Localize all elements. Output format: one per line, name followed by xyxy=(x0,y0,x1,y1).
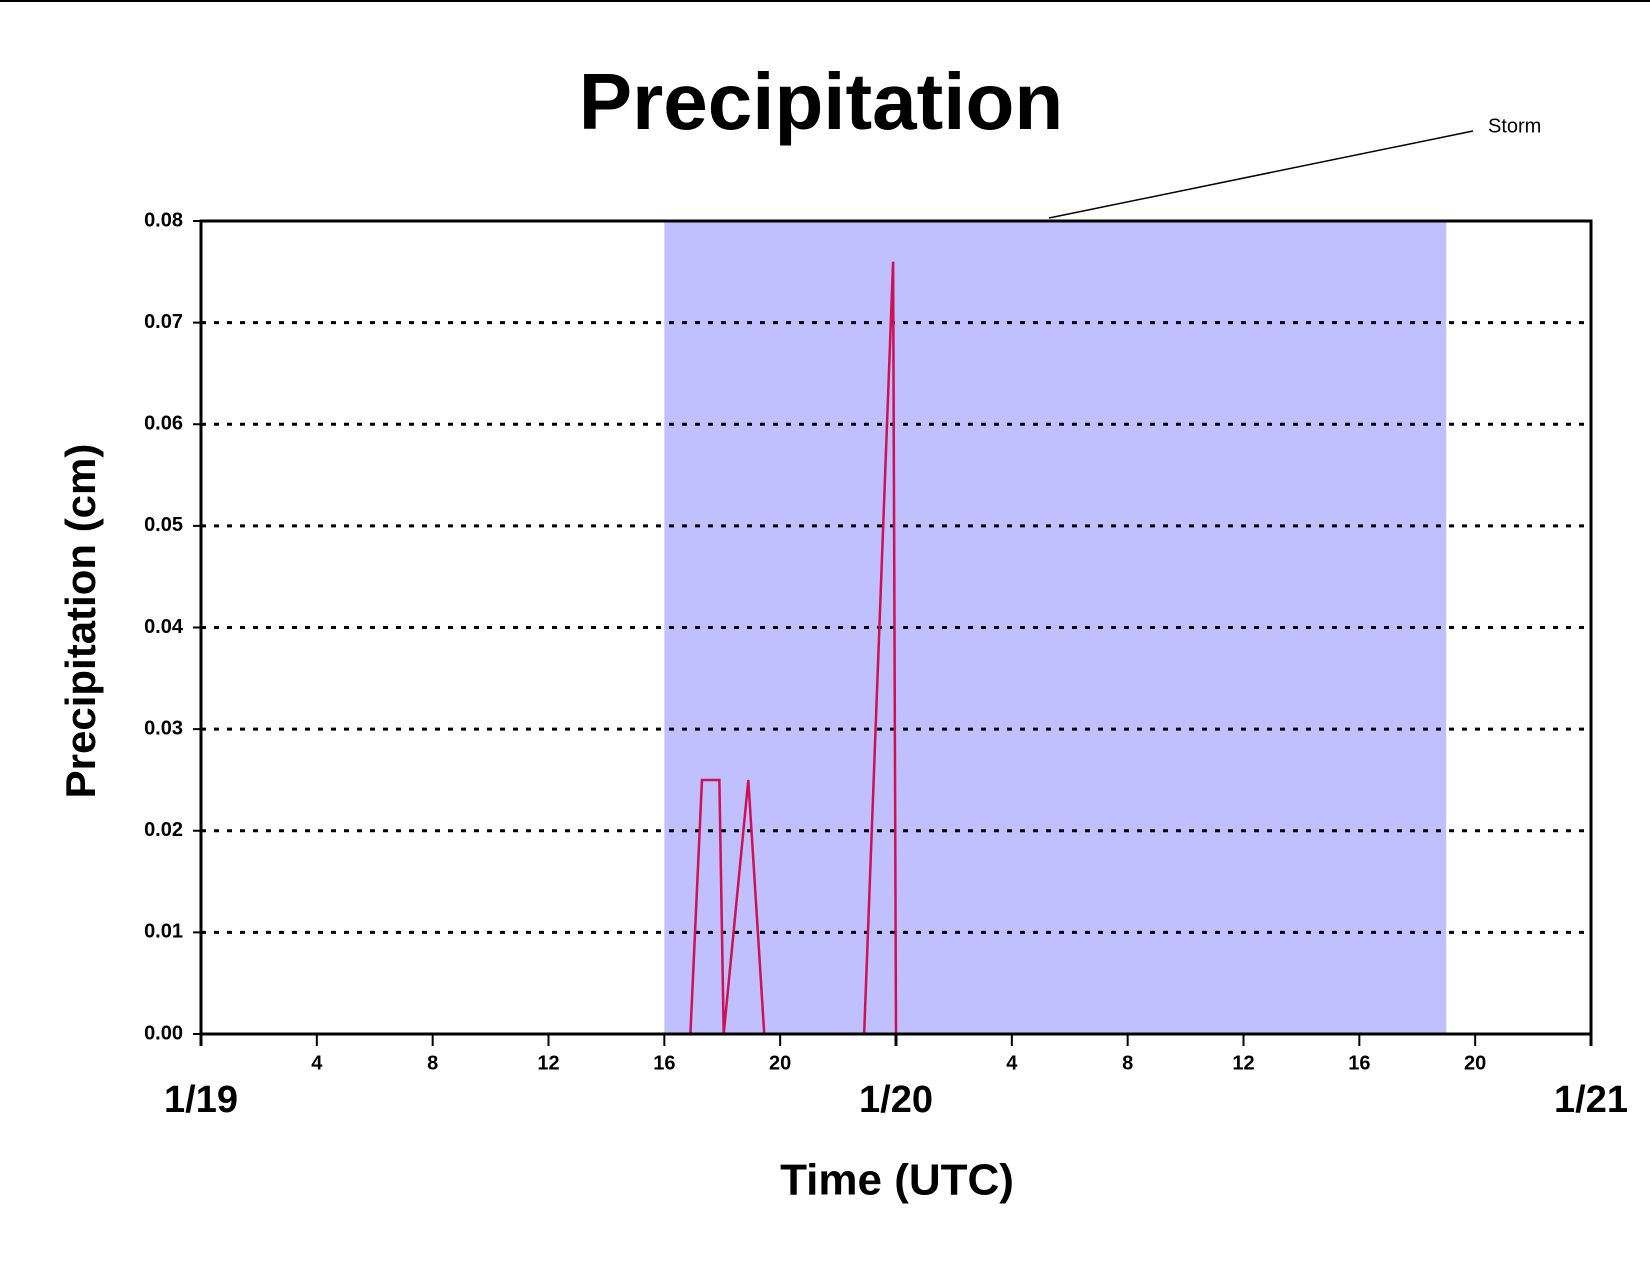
x-tick-label: 20 xyxy=(1464,1052,1486,1074)
x-tick-label: 16 xyxy=(1348,1052,1370,1074)
y-tick-label: 0.05 xyxy=(144,514,183,536)
x-tick-label: 8 xyxy=(1122,1052,1133,1074)
x-tick-label: 20 xyxy=(769,1052,791,1074)
y-tick-label: 0.03 xyxy=(144,717,183,739)
x-major-tick-label: 1/19 xyxy=(164,1079,238,1121)
storm-region xyxy=(664,221,1447,1034)
annotation-label: Storm xyxy=(1488,115,1541,137)
x-axis-title: Time (UTC) xyxy=(780,1156,1014,1205)
y-tick-label: 0.08 xyxy=(144,209,183,231)
y-axis-title: Precipitation (cm) xyxy=(57,444,104,799)
y-tick-label: 0.06 xyxy=(144,413,183,435)
y-tick-label: 0.01 xyxy=(144,921,183,943)
x-major-tick-label: 1/20 xyxy=(859,1079,933,1121)
x-tick-label: 12 xyxy=(537,1052,559,1074)
plot-frame xyxy=(199,219,1593,1036)
x-tick-label: 4 xyxy=(1006,1052,1018,1074)
precip-line xyxy=(201,261,1591,1036)
y-tick-label: 0.07 xyxy=(144,311,183,333)
x-tick-label: 8 xyxy=(427,1052,438,1074)
x-major-tick-label: 1/21 xyxy=(1554,1079,1628,1121)
x-tick-label: 16 xyxy=(653,1052,675,1074)
y-tick-label: 0.00 xyxy=(144,1022,183,1044)
x-tick-label: 12 xyxy=(1232,1052,1254,1074)
chart-title: Precipitation xyxy=(579,57,1064,146)
y-tick-label: 0.02 xyxy=(144,819,183,841)
y-tick-label: 0.04 xyxy=(144,616,184,638)
x-tick-label: 4 xyxy=(311,1052,323,1074)
annotation-leader xyxy=(1048,130,1474,219)
